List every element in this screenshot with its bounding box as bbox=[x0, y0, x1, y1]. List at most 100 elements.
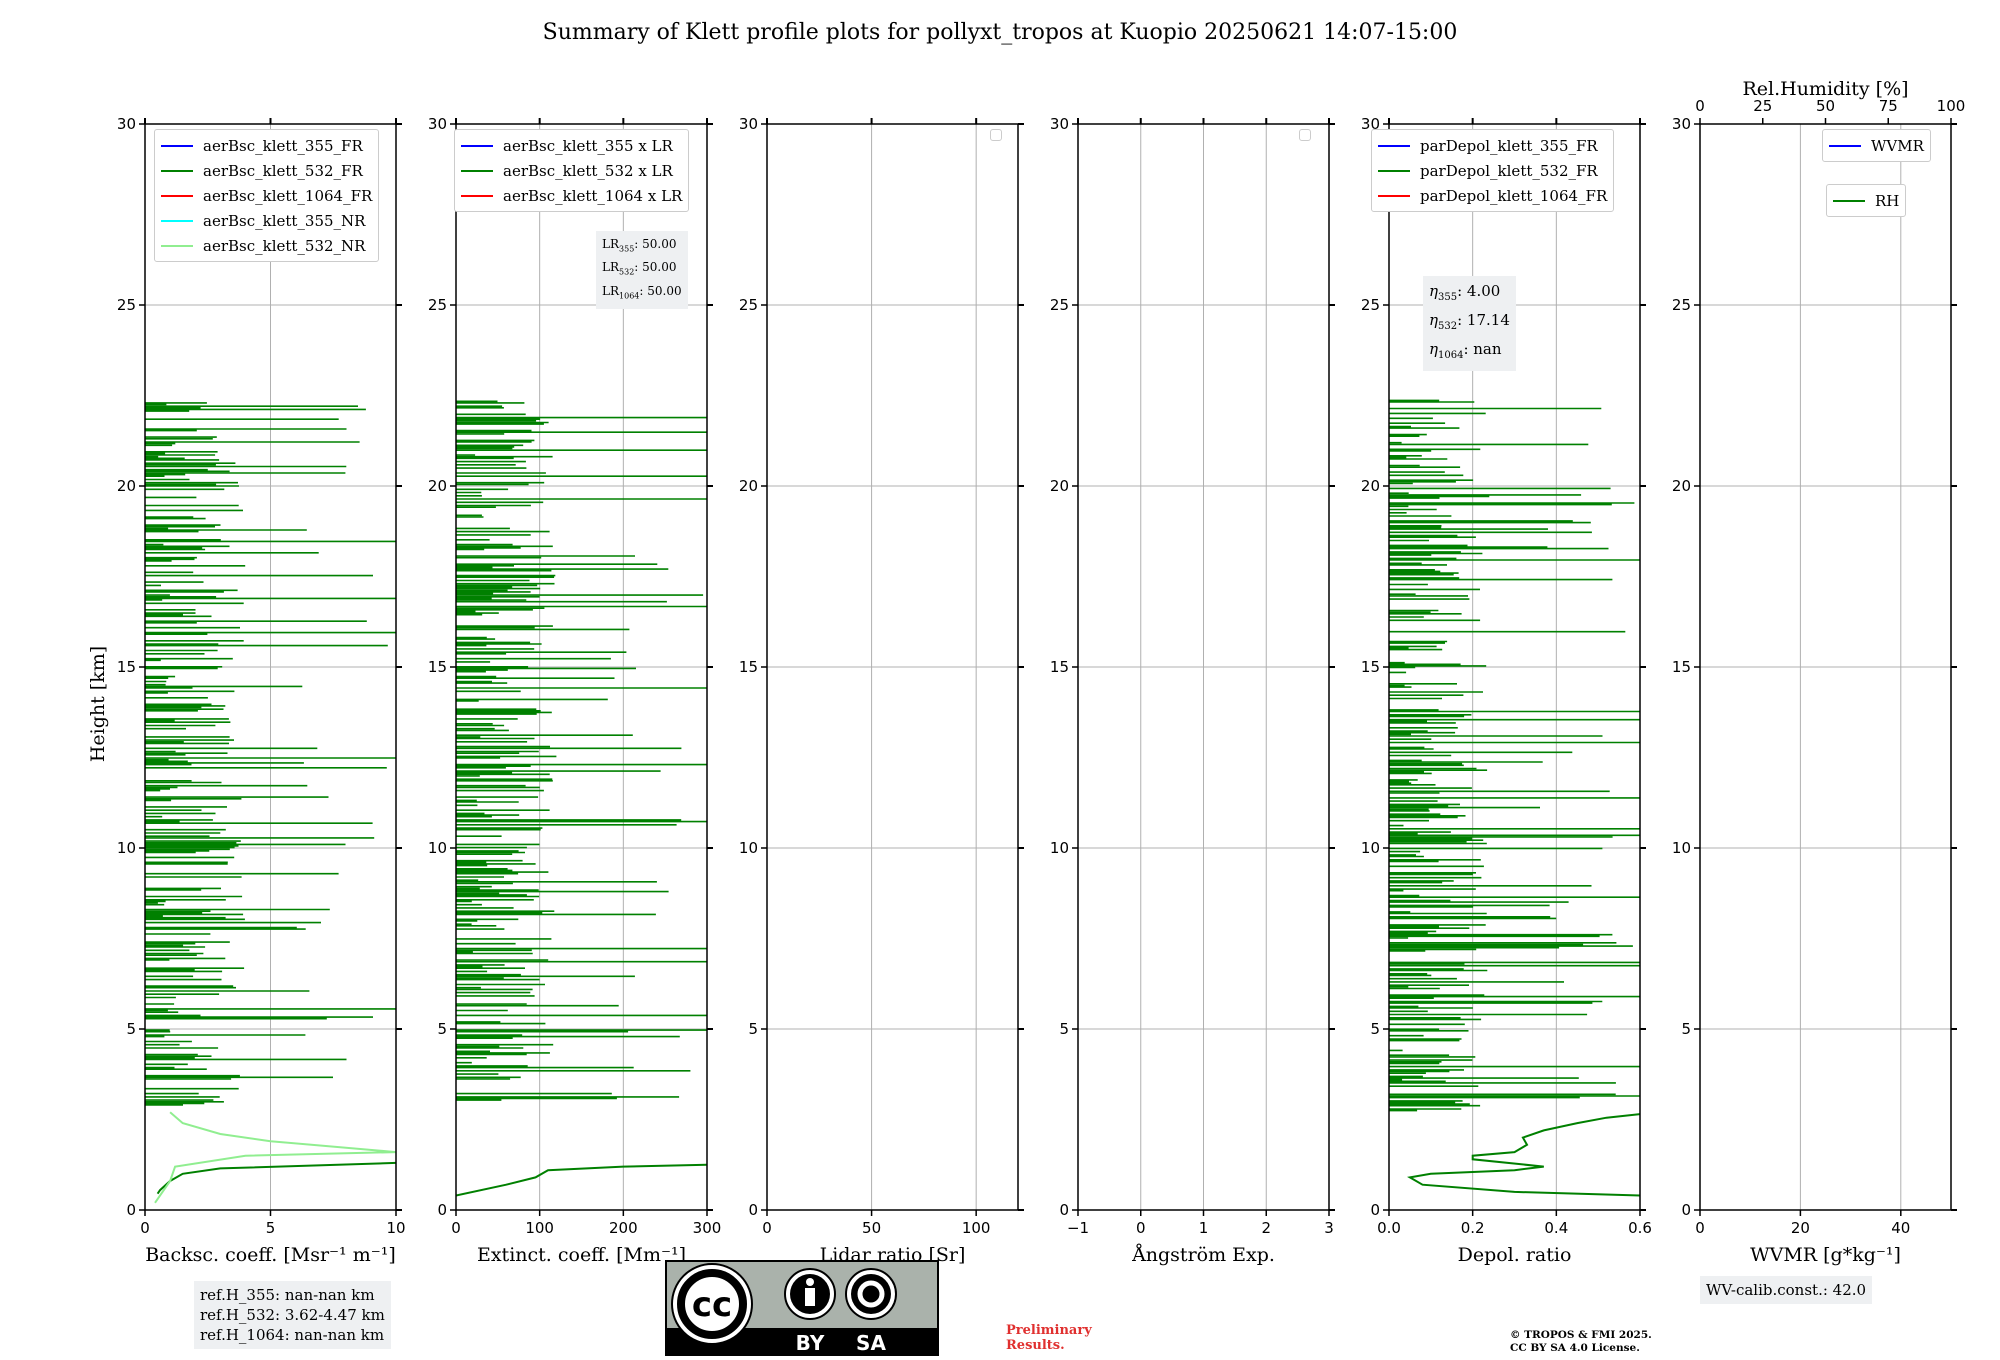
y-tick-label: 15 bbox=[1672, 658, 1691, 676]
legend-swatch bbox=[1833, 199, 1865, 202]
axes-frame bbox=[1388, 123, 1641, 1211]
y-tick-label: 30 bbox=[1361, 115, 1380, 133]
y-tick-label: 30 bbox=[739, 115, 758, 133]
eta-355: η355: 4.00 bbox=[1429, 282, 1501, 303]
series-line-parDepol_klett_532_FR bbox=[1407, 1113, 1640, 1197]
x-tick-label: 300 bbox=[693, 1219, 722, 1237]
axes-frame bbox=[144, 123, 397, 1211]
y-tick-label: 10 bbox=[1361, 839, 1380, 857]
cc-license-badge: cc BY SA bbox=[665, 1260, 939, 1356]
legend-swatch bbox=[161, 169, 193, 172]
legend-entry: aerBsc_klett_532_FR bbox=[161, 158, 372, 183]
x-tick-label: 0.2 bbox=[1461, 1219, 1485, 1237]
legend-swatch bbox=[461, 194, 493, 197]
legend-swatch bbox=[461, 144, 493, 147]
legend-label: aerBsc_klett_532_NR bbox=[203, 236, 366, 255]
y-tick-label: 15 bbox=[1050, 658, 1069, 676]
top-x-tick-label: 50 bbox=[1816, 97, 1835, 115]
y-tick-label: 0 bbox=[1059, 1201, 1069, 1219]
svg-text:BY: BY bbox=[796, 1331, 825, 1355]
legend-swatch bbox=[1378, 144, 1410, 147]
legend-entry: parDepol_klett_532_FR bbox=[1378, 158, 1607, 183]
legend-swatch bbox=[161, 219, 193, 222]
x-tick-label: 10 bbox=[386, 1219, 405, 1237]
y-tick-label: 15 bbox=[739, 658, 758, 676]
legend-rh: RH bbox=[1826, 184, 1907, 217]
panel-depol: 0 5 10 15 20 25 30 0.0 0.2 0.4 0.6 Depol. ratio bbox=[1361, 115, 1652, 1266]
preliminary-note: Preliminary Results. bbox=[1006, 1323, 1092, 1353]
x-tick-label: 0 bbox=[762, 1219, 772, 1237]
wv-calib-info: WV-calib.const.: 42.0 bbox=[1700, 1276, 1873, 1304]
y-tick-label: 5 bbox=[126, 1020, 136, 1038]
x-tick-label: 0 bbox=[140, 1219, 150, 1237]
legend-backscatter: aerBsc_klett_355_FR aerBsc_klett_532_FR ae… bbox=[154, 129, 380, 262]
y-tick-label: 25 bbox=[428, 296, 447, 314]
legend-swatch bbox=[461, 169, 493, 172]
legend-label: WVMR bbox=[1871, 136, 1924, 155]
axes-frame bbox=[1077, 123, 1330, 1211]
y-tick-label: 15 bbox=[117, 658, 136, 676]
legend-entry: RH bbox=[1833, 188, 1899, 213]
legend-label: aerBsc_klett_355_NR bbox=[203, 211, 366, 230]
angstrom-info: η355: 4.00 η532: 17.14 η1064: nan bbox=[1423, 276, 1516, 371]
y-tick-label: 30 bbox=[1672, 115, 1691, 133]
y-tick-label: 20 bbox=[1361, 477, 1380, 495]
top-x-tick-label: 25 bbox=[1753, 97, 1772, 115]
legend-extinction: aerBsc_klett_355 x LR aerBsc_klett_532 x … bbox=[454, 129, 690, 212]
x-tick-label: 20 bbox=[1791, 1219, 1810, 1237]
legend-entry: aerBsc_klett_1064 x LR bbox=[461, 183, 682, 208]
legend-angstrom bbox=[1299, 129, 1311, 141]
y-tick-label: 20 bbox=[117, 477, 136, 495]
eta-1064: η1064: nan bbox=[1429, 340, 1502, 361]
legend-label: aerBsc_klett_532_FR bbox=[203, 161, 363, 180]
y-tick-label: 20 bbox=[739, 477, 758, 495]
x-tick-label: 100 bbox=[525, 1219, 554, 1237]
y-tick-label: 0 bbox=[437, 1201, 447, 1219]
y-tick-label: 30 bbox=[117, 115, 136, 133]
y-tick-label: 30 bbox=[428, 115, 447, 133]
y-tick-label: 25 bbox=[739, 296, 758, 314]
x-tick-label: 50 bbox=[862, 1219, 881, 1237]
y-tick-label: 5 bbox=[437, 1020, 447, 1038]
top-x-tick-label: 100 bbox=[1937, 97, 1966, 115]
lr-532: LR532: 50.00 bbox=[602, 260, 677, 277]
legend-label: aerBsc_klett_355 x LR bbox=[503, 136, 673, 155]
svg-text:cc: cc bbox=[692, 1285, 732, 1325]
y-tick-label: 20 bbox=[1050, 477, 1069, 495]
ref-h-1064: ref.H_1064: nan-nan km bbox=[200, 1326, 385, 1344]
profile-noise bbox=[456, 400, 707, 1101]
svg-text:SA: SA bbox=[856, 1331, 886, 1355]
figure-title: Summary of Klett profile plots for polly… bbox=[542, 20, 1458, 45]
y-tick-label: 5 bbox=[1370, 1020, 1380, 1038]
legend-entry: parDepol_klett_355_FR bbox=[1378, 133, 1607, 158]
y-tick-label: 0 bbox=[126, 1201, 136, 1219]
top-x-tick-label: 75 bbox=[1879, 97, 1898, 115]
y-tick-label: 10 bbox=[428, 839, 447, 857]
legend-lidar-ratio bbox=[990, 129, 1002, 141]
lr-355: LR355: 50.00 bbox=[602, 237, 677, 254]
legend-entry: WVMR bbox=[1829, 133, 1924, 158]
x-axis-label: Depol. ratio bbox=[1458, 1244, 1572, 1266]
x-tick-label: 0 bbox=[451, 1219, 461, 1237]
y-tick-label: 25 bbox=[1672, 296, 1691, 314]
profile-noise bbox=[1389, 399, 1640, 1112]
ref-h-355: ref.H_355: nan-nan km bbox=[200, 1286, 375, 1304]
x-tick-label: 3 bbox=[1324, 1219, 1334, 1237]
series-line-aerBsc_klett_532 x LR bbox=[456, 1163, 707, 1197]
x-tick-label: −1 bbox=[1067, 1219, 1089, 1237]
y-tick-label: 5 bbox=[1059, 1020, 1069, 1038]
legend-entry: aerBsc_klett_532 x LR bbox=[461, 158, 682, 183]
profile-noise bbox=[145, 402, 396, 1106]
legend-label: parDepol_klett_1064_FR bbox=[1420, 186, 1608, 205]
y-tick-label: 5 bbox=[1681, 1020, 1691, 1038]
x-axis-label: Backsc. coeff. [Msr⁻¹ m⁻¹] bbox=[145, 1244, 396, 1266]
x-tick-label: 0.0 bbox=[1377, 1219, 1401, 1237]
x-axis-label: Ångström Exp. bbox=[1131, 1244, 1275, 1266]
legend-entry: parDepol_klett_1064_FR bbox=[1378, 183, 1607, 208]
legend-depol: parDepol_klett_355_FR parDepol_klett_532_… bbox=[1371, 129, 1615, 212]
x-axis-label: WVMR [g*kg⁻¹] bbox=[1750, 1244, 1901, 1266]
wv-calib-const: WV-calib.const.: 42.0 bbox=[1706, 1281, 1867, 1299]
